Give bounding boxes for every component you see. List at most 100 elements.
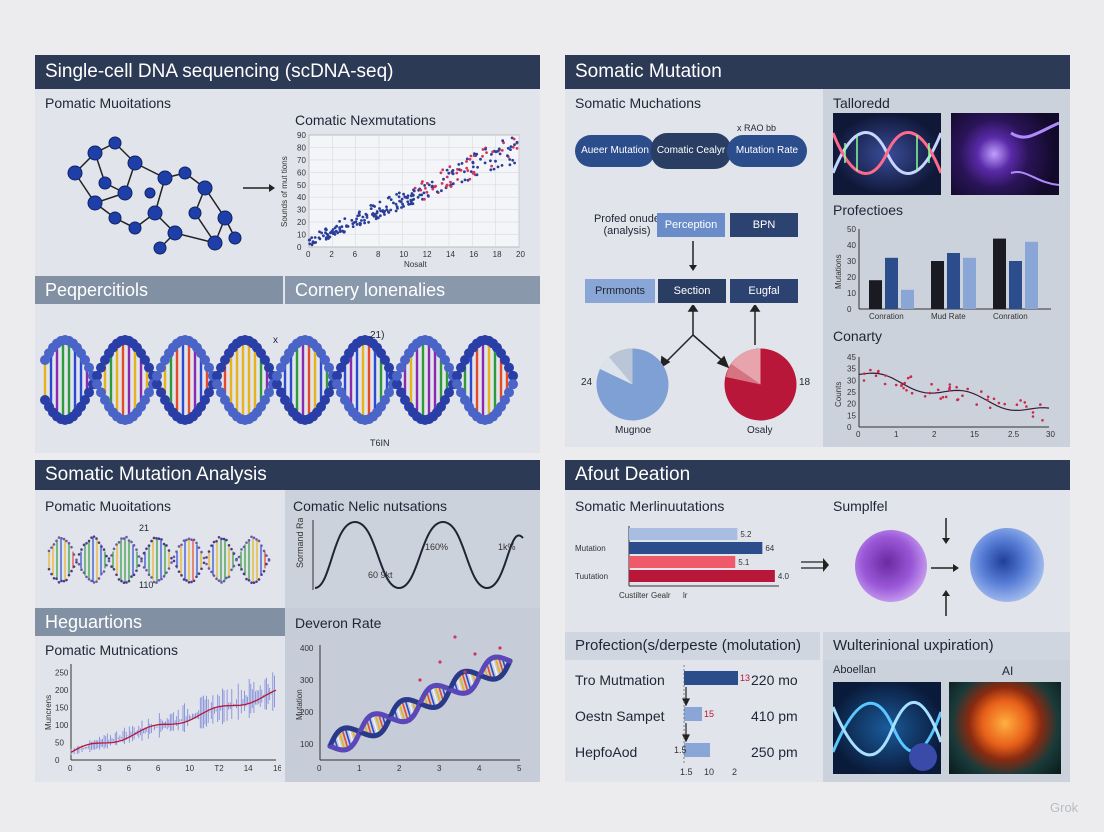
bottom-label: Pomatic Mutnications	[45, 642, 179, 658]
y-tick: 30	[847, 257, 856, 266]
x-tick: 10	[185, 764, 194, 773]
y-axis-label: Muncrens	[44, 695, 53, 730]
backbone-dot	[82, 571, 86, 574]
backbone-bead	[216, 362, 226, 373]
trend-line	[70, 689, 277, 753]
scatter-point	[475, 152, 479, 156]
scatter-point	[988, 406, 992, 410]
backbone-bead	[212, 379, 222, 390]
scatter-point	[369, 204, 373, 207]
backbone-dot	[252, 581, 256, 585]
pie-chart-right	[724, 348, 797, 421]
y-tick: 0	[297, 243, 302, 252]
x-tick: T2	[214, 764, 224, 773]
backbone-dot	[187, 537, 191, 541]
x-tick: 0	[68, 764, 73, 773]
backbone-dot	[212, 574, 216, 577]
x-tick: Conration	[993, 312, 1028, 321]
y-tick: 35	[847, 365, 856, 374]
scatter-point	[894, 383, 898, 387]
backbone-bead	[272, 379, 282, 390]
wave-title: Comatic Nelic nutsations	[293, 498, 448, 514]
scatter-point	[410, 198, 414, 202]
backbone-dot	[167, 549, 171, 552]
scatter-point	[397, 195, 401, 199]
wave-chart: Sormand Rate 160% 1k% 60 9kt	[295, 518, 524, 590]
backbone-dot	[95, 537, 98, 540]
scatter-point	[869, 368, 872, 372]
scatter-point	[411, 202, 415, 206]
backbone-dot	[75, 558, 78, 562]
scatter-point	[509, 148, 512, 151]
subheader-left: Profection(s/derpeste (molutation)	[565, 632, 820, 660]
scatter-point	[905, 389, 908, 392]
y-axis-label: Mutations	[834, 254, 843, 289]
backbone-bead	[324, 387, 334, 398]
scatter-point	[508, 163, 512, 167]
backbone-bead	[444, 387, 454, 398]
backbone-bead	[200, 395, 210, 405]
scatter-point	[469, 170, 473, 173]
y-tick: 20	[847, 400, 856, 409]
scatter-point	[351, 222, 355, 226]
scatter-point	[441, 168, 445, 172]
y-tick: 300	[300, 676, 314, 685]
double-arrow-icon	[801, 558, 829, 572]
backbone-bead	[80, 355, 90, 365]
backbone-dot	[172, 555, 176, 559]
scatter-point	[426, 194, 430, 197]
backbone-dot	[145, 547, 148, 550]
scatter-point	[1015, 403, 1019, 406]
row-3-tag: 1.5	[674, 745, 687, 755]
backbone-dot	[107, 559, 111, 563]
scatter-point	[511, 158, 515, 162]
base-pair	[494, 656, 502, 677]
scatter-point	[515, 140, 519, 144]
scatter-point	[341, 229, 344, 233]
backbone-dot	[90, 579, 93, 583]
backbone-dot	[122, 537, 126, 540]
scatter-point	[365, 216, 369, 219]
x-tick: Conration	[869, 312, 904, 321]
scatter-point	[394, 209, 398, 213]
base-pair	[434, 685, 442, 705]
scatter-point	[406, 200, 410, 204]
scatter-point	[923, 395, 927, 398]
backbone-dot	[137, 555, 141, 558]
backbone-dot	[195, 575, 198, 579]
backbone-dot	[220, 537, 223, 541]
panel-analysis: Somatic Mutation Analysis Pomatic Muoita…	[35, 460, 540, 782]
scatter-point	[471, 165, 475, 169]
scatter-point	[966, 387, 969, 391]
backbone-bead	[336, 362, 346, 373]
base-pair	[368, 716, 376, 736]
scatter-point	[358, 221, 362, 225]
scatter-point	[491, 150, 494, 154]
backbone-dot	[207, 567, 211, 570]
scatter-point	[489, 168, 493, 172]
backbone-dot	[150, 576, 153, 579]
scatter-point	[420, 193, 424, 197]
scatter-point	[465, 166, 469, 170]
backbone-bead	[508, 379, 518, 390]
cell-photo-1	[951, 113, 1059, 195]
backbone-dot	[230, 547, 233, 551]
bar	[869, 280, 882, 309]
scatter-point	[385, 205, 388, 209]
scatter-point	[459, 168, 463, 172]
backbone-bead	[96, 362, 106, 373]
backbone-dot	[60, 536, 63, 540]
backbone-bead	[392, 379, 402, 390]
scatter-point	[413, 186, 417, 190]
backbone-dot	[205, 562, 208, 566]
scatter-point	[354, 220, 358, 224]
y-tick: 0	[847, 423, 852, 432]
backbone-dot	[207, 550, 211, 553]
backbone-bead	[500, 395, 510, 405]
x-tick: 0	[856, 430, 861, 439]
backbone-dot	[232, 564, 236, 568]
backbone-bead	[396, 362, 406, 373]
left-label: Pomatic Muoitations	[45, 95, 172, 111]
backbone-dot	[232, 552, 236, 555]
backbone-dot	[192, 538, 196, 542]
